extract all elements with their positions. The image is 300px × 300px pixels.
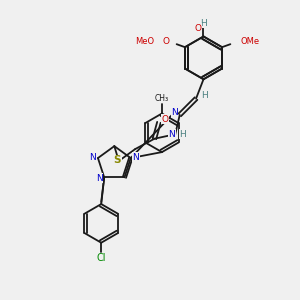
- Text: MeO: MeO: [135, 37, 154, 46]
- Text: H: H: [179, 130, 186, 139]
- Text: H: H: [200, 19, 207, 28]
- Text: CH₃: CH₃: [155, 94, 169, 103]
- Text: O: O: [162, 37, 169, 46]
- Text: N: N: [168, 130, 175, 139]
- Text: N: N: [171, 108, 178, 117]
- Text: N: N: [89, 153, 96, 162]
- Text: H: H: [201, 91, 208, 100]
- Text: N: N: [96, 174, 103, 183]
- Text: N: N: [132, 153, 139, 162]
- Text: O: O: [195, 24, 202, 33]
- Text: Cl: Cl: [97, 253, 106, 263]
- Text: O: O: [161, 115, 168, 124]
- Text: OMe: OMe: [241, 37, 260, 46]
- Text: S: S: [114, 155, 121, 165]
